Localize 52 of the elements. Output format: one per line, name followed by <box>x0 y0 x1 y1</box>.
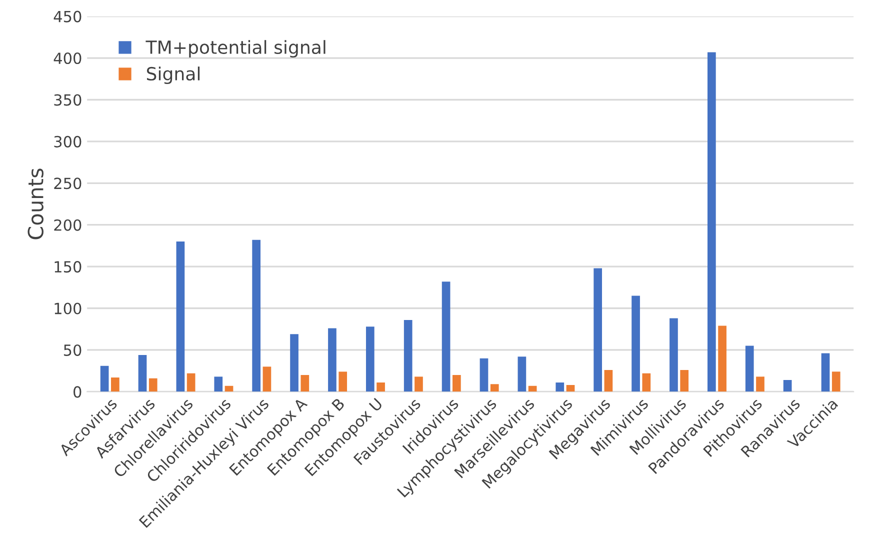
bar <box>376 382 385 392</box>
bar <box>252 240 261 392</box>
bar <box>821 353 830 392</box>
bar <box>642 373 651 392</box>
bar <box>783 380 792 392</box>
bar <box>718 326 726 392</box>
y-tick-label: 150 <box>54 261 82 273</box>
bar <box>832 372 840 392</box>
bar <box>366 326 374 392</box>
legend-label: TM+potential signal <box>146 40 326 58</box>
bar <box>414 376 423 392</box>
legend-label: Signal <box>146 66 200 84</box>
y-tick-label: 0 <box>74 386 82 398</box>
y-tick-label: 250 <box>54 178 82 190</box>
bar <box>224 386 234 392</box>
bar <box>594 268 602 392</box>
bar <box>452 374 461 392</box>
bar <box>176 242 185 392</box>
y-tick-label: 100 <box>54 302 82 314</box>
y-tick-label: 350 <box>54 94 82 106</box>
bar <box>214 376 223 392</box>
bar <box>100 366 109 392</box>
bar <box>442 282 450 392</box>
bar <box>680 370 689 392</box>
bar <box>290 334 298 392</box>
bar <box>480 358 488 392</box>
bar <box>632 296 640 392</box>
bar <box>556 382 564 392</box>
bar <box>604 370 613 392</box>
bar <box>262 366 272 392</box>
bar <box>518 356 526 392</box>
bar <box>566 385 575 392</box>
y-tick-label: 450 <box>54 10 82 22</box>
y-tick-label: 400 <box>54 52 82 64</box>
y-tick-label: 50 <box>64 344 82 356</box>
y-tick-label: 300 <box>54 136 82 148</box>
y-tick-label: 200 <box>54 219 82 231</box>
bar <box>148 378 158 392</box>
bar <box>756 376 764 392</box>
bar <box>328 328 336 392</box>
bar <box>186 373 196 392</box>
bar <box>490 384 499 392</box>
bar <box>138 354 147 392</box>
bar <box>338 372 348 392</box>
y-axis-title: Counts <box>28 168 44 240</box>
bar <box>745 346 754 392</box>
bar <box>707 52 716 392</box>
bar <box>670 318 678 392</box>
bar <box>300 374 310 392</box>
bar <box>404 320 412 392</box>
bar <box>111 378 120 392</box>
bar <box>528 386 537 392</box>
